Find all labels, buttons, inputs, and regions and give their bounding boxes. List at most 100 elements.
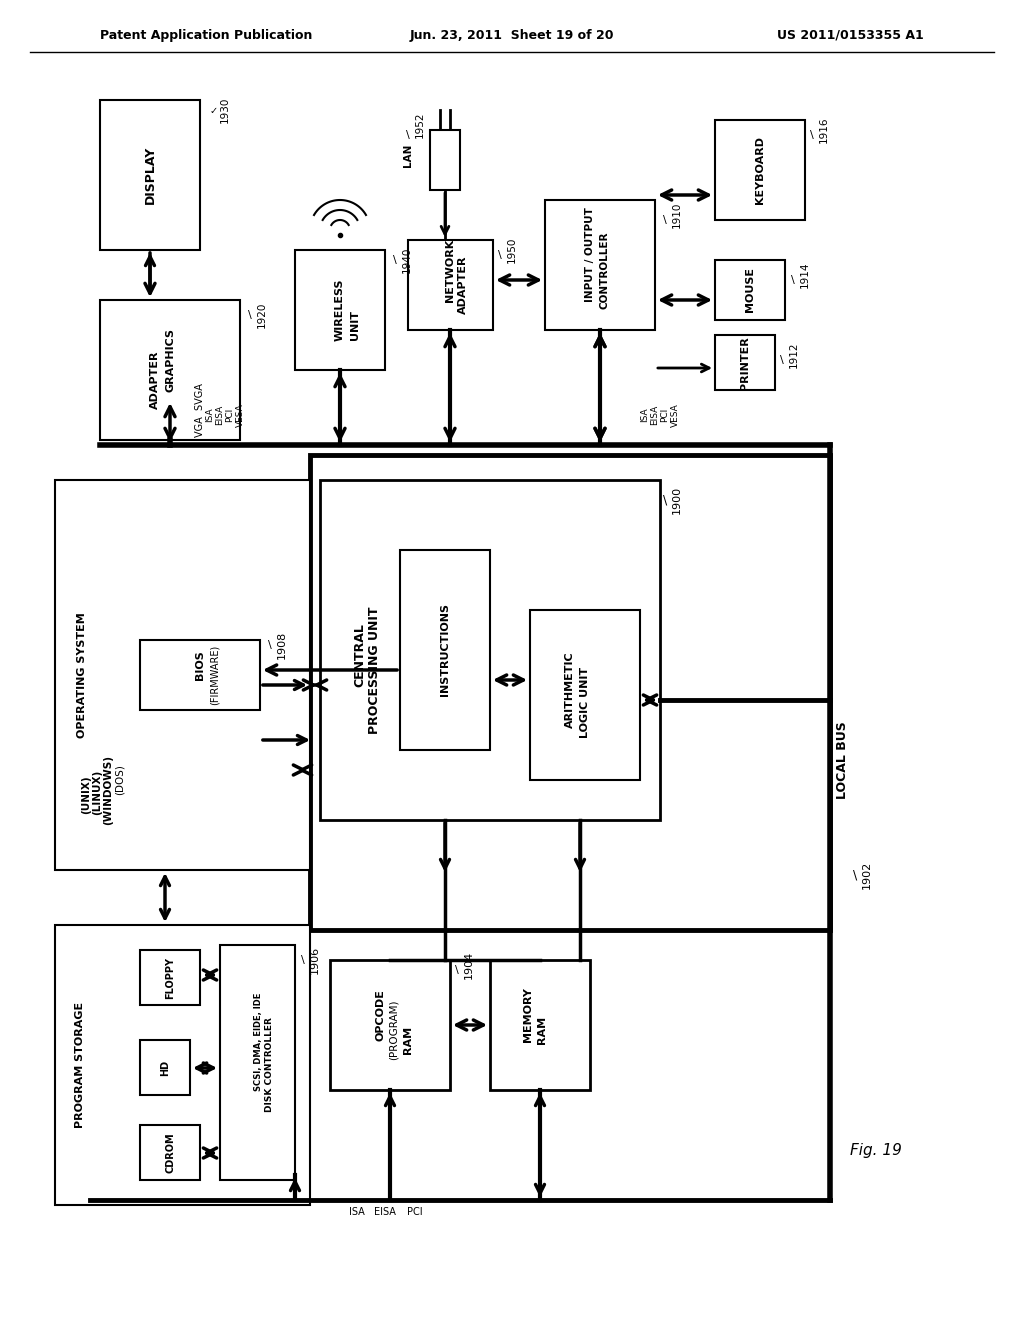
Text: EISA: EISA — [374, 1206, 396, 1217]
Text: ADAPTER: ADAPTER — [458, 256, 468, 314]
Text: 1914: 1914 — [800, 261, 810, 288]
Bar — [100, 100, 200, 249]
Text: \: \ — [301, 954, 305, 965]
Text: PRINTER: PRINTER — [740, 337, 750, 389]
Text: DISPLAY: DISPLAY — [143, 147, 157, 205]
Bar — [140, 1040, 190, 1096]
Text: 1900: 1900 — [672, 486, 682, 513]
Text: \: \ — [407, 129, 410, 140]
Text: Fig. 19: Fig. 19 — [850, 1143, 902, 1158]
Text: BIOS: BIOS — [195, 651, 205, 680]
Bar — [330, 960, 450, 1090]
Text: 1912: 1912 — [790, 342, 799, 368]
Text: $\mathsf{\checkmark}$: $\mathsf{\checkmark}$ — [209, 106, 217, 115]
Text: 1902: 1902 — [862, 861, 872, 890]
Text: KEYBOARD: KEYBOARD — [755, 136, 765, 205]
Text: ARITHMETIC: ARITHMETIC — [565, 652, 575, 729]
Text: 1904: 1904 — [464, 950, 474, 979]
Text: 1906: 1906 — [310, 946, 319, 974]
Bar — [140, 950, 200, 1005]
Text: 1910: 1910 — [672, 202, 682, 228]
Text: SCSI, DMA, EIDE, IDE: SCSI, DMA, EIDE, IDE — [254, 993, 262, 1092]
Text: MOUSE: MOUSE — [745, 268, 755, 313]
Text: INSTRUCTIONS: INSTRUCTIONS — [440, 603, 450, 697]
Bar — [400, 550, 490, 750]
Text: (WINDOWS): (WINDOWS) — [103, 755, 113, 825]
Text: LAN: LAN — [403, 144, 413, 166]
Text: 1916: 1916 — [819, 116, 829, 144]
Text: INPUT / OUTPUT: INPUT / OUTPUT — [585, 207, 595, 302]
Text: \: \ — [455, 965, 459, 975]
Text: (UNIX): (UNIX) — [81, 776, 91, 814]
Text: VESA: VESA — [671, 403, 680, 426]
Bar — [100, 300, 240, 440]
Text: \: \ — [248, 310, 252, 319]
Text: EISA: EISA — [650, 405, 659, 425]
Text: (PROGRAM): (PROGRAM) — [389, 999, 399, 1060]
Text: \: \ — [664, 215, 667, 224]
Text: \: \ — [393, 255, 397, 265]
Text: \: \ — [780, 355, 784, 366]
Text: 1940: 1940 — [402, 247, 412, 273]
Text: CONTROLLER: CONTROLLER — [600, 231, 610, 309]
Bar — [55, 480, 310, 870]
Text: VGA  SVGA: VGA SVGA — [195, 383, 205, 437]
Text: 1952: 1952 — [415, 112, 425, 139]
Text: (FIRMWARE): (FIRMWARE) — [210, 645, 220, 705]
Text: LOGIC UNIT: LOGIC UNIT — [580, 667, 590, 738]
Text: MEMORY: MEMORY — [523, 987, 534, 1043]
Text: PROGRAM STORAGE: PROGRAM STORAGE — [75, 1002, 85, 1129]
Text: \: \ — [792, 275, 795, 285]
Text: \: \ — [268, 640, 272, 649]
Text: ADAPTER: ADAPTER — [150, 351, 160, 409]
Text: FLOPPY: FLOPPY — [165, 957, 175, 999]
Text: DISK CONTROLLER: DISK CONTROLLER — [265, 1018, 274, 1113]
Text: PCI: PCI — [660, 408, 670, 422]
Text: \: \ — [663, 494, 667, 507]
Text: RAM: RAM — [537, 1016, 547, 1044]
Text: UNIT: UNIT — [350, 310, 360, 341]
Text: 1930: 1930 — [220, 96, 230, 123]
Text: HD: HD — [160, 1060, 170, 1076]
Bar — [715, 260, 785, 319]
Bar — [408, 240, 493, 330]
Text: GRAPHICS: GRAPHICS — [165, 327, 175, 392]
Text: \: \ — [853, 869, 857, 882]
Text: PROCESSING UNIT: PROCESSING UNIT — [369, 606, 382, 734]
Bar — [310, 455, 830, 931]
Bar — [490, 960, 590, 1090]
Text: ISA: ISA — [640, 408, 649, 422]
Bar — [220, 945, 295, 1180]
Text: NETWORK: NETWORK — [445, 239, 455, 302]
Text: 1920: 1920 — [257, 302, 267, 329]
Text: PCI: PCI — [225, 408, 234, 422]
Text: WIRELESS: WIRELESS — [335, 279, 345, 342]
Text: US 2011/0153355 A1: US 2011/0153355 A1 — [777, 29, 924, 41]
Text: RAM: RAM — [403, 1026, 413, 1055]
Bar — [319, 480, 660, 820]
Text: 1950: 1950 — [507, 236, 517, 263]
Bar — [55, 925, 310, 1205]
Text: \: \ — [810, 129, 814, 140]
Bar — [715, 335, 775, 389]
Bar — [715, 120, 805, 220]
Text: Jun. 23, 2011  Sheet 19 of 20: Jun. 23, 2011 Sheet 19 of 20 — [410, 29, 614, 41]
Bar — [430, 129, 460, 190]
Text: OPERATING SYSTEM: OPERATING SYSTEM — [77, 612, 87, 738]
Text: 1908: 1908 — [278, 631, 287, 659]
Text: LOCAL BUS: LOCAL BUS — [836, 721, 849, 799]
Text: (LINUX): (LINUX) — [92, 770, 102, 814]
Text: ISA: ISA — [349, 1206, 365, 1217]
Bar — [545, 201, 655, 330]
Text: CENTRAL: CENTRAL — [353, 623, 367, 686]
Bar — [140, 1125, 200, 1180]
Text: PCI: PCI — [408, 1206, 423, 1217]
Text: Patent Application Publication: Patent Application Publication — [100, 29, 312, 41]
Text: ISA: ISA — [206, 408, 214, 422]
Bar — [530, 610, 640, 780]
Text: \: \ — [498, 249, 502, 260]
Bar — [140, 640, 260, 710]
Text: CDROM: CDROM — [165, 1133, 175, 1173]
Text: VESA: VESA — [236, 403, 245, 426]
Text: (DOS): (DOS) — [115, 764, 125, 796]
